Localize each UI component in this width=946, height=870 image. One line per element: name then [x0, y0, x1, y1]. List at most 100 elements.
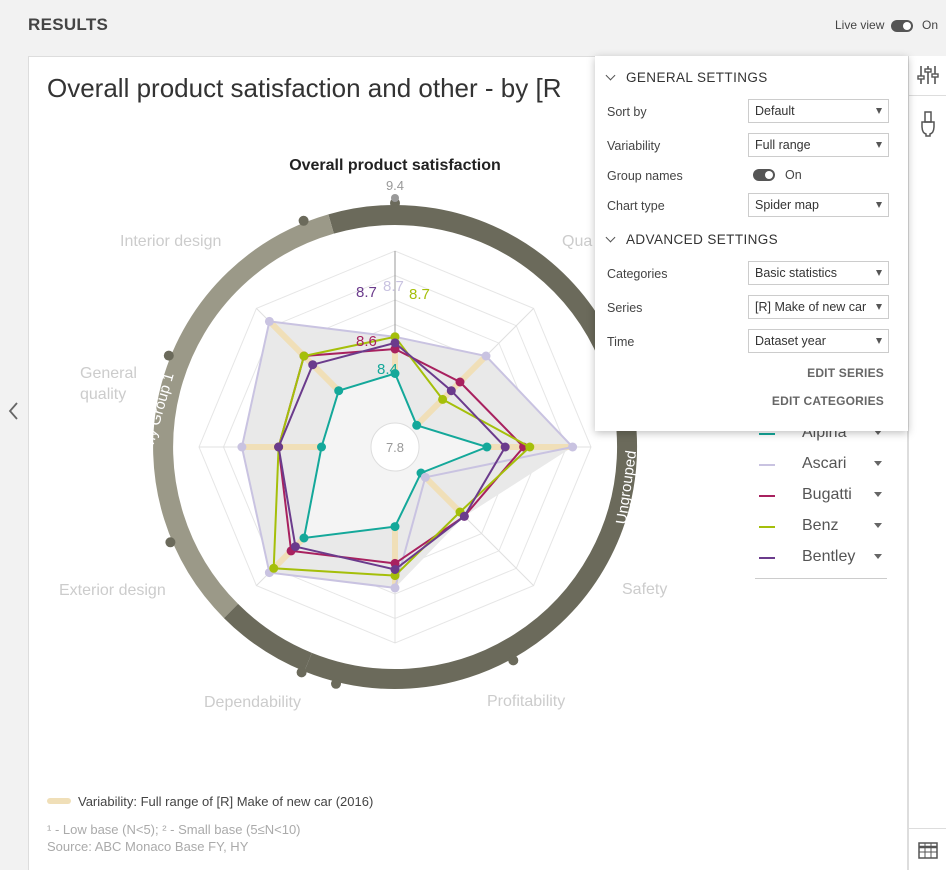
edit-categories-link[interactable]: EDIT CATEGORIES: [771, 394, 884, 408]
data-point-ascari: [264, 316, 274, 326]
legend-label: Ascari: [802, 455, 847, 472]
ungrouped-group-ring: [223, 603, 312, 672]
edit-series-link[interactable]: EDIT SERIES: [807, 366, 884, 380]
source-footnote: Source: ABC Monaco Base FY, HY: [47, 839, 249, 854]
data-point-alpina: [390, 369, 400, 378]
caret-down-icon: [876, 108, 882, 114]
brush-icon[interactable]: [909, 104, 946, 142]
toolbar-divider: [909, 95, 946, 96]
group-names-state: On: [785, 168, 802, 182]
category-label: Dependability: [204, 694, 301, 711]
time-select[interactable]: Dataset year: [748, 329, 889, 353]
variability-value: Full range: [755, 138, 811, 152]
axis-max-label: 9.4: [386, 178, 404, 193]
caret-down-icon[interactable]: [874, 523, 882, 528]
category-label: Profitability: [487, 693, 565, 710]
caret-down-icon: [876, 270, 882, 276]
legend-item-bugatti[interactable]: Bugatti: [755, 482, 887, 510]
category-label: Qua: [562, 233, 592, 250]
data-point-ascari: [237, 442, 247, 452]
variability-select[interactable]: Full range: [748, 133, 889, 157]
data-point-bentley: [446, 386, 456, 396]
caret-down-icon: [876, 304, 882, 310]
group-names-toggle[interactable]: [753, 169, 775, 181]
data-point-alpina: [482, 442, 492, 452]
category-label: Exterior design: [59, 582, 166, 599]
variability-legend-label: Variability: Full range of [R] Make of n…: [78, 794, 374, 809]
caret-down-icon: [876, 338, 882, 344]
general-settings-header[interactable]: GENERAL SETTINGS: [605, 70, 768, 85]
variability-label: Variability: [607, 139, 661, 153]
chart-title: Overall product satisfaction and other -…: [47, 73, 562, 103]
time-label: Time: [607, 335, 635, 349]
group-ring-marker: [331, 678, 341, 689]
legend-swatch: [759, 464, 775, 466]
group-ring-marker: [508, 655, 519, 666]
data-point-benz: [525, 442, 535, 452]
legend-item-bentley[interactable]: Bentley: [755, 544, 887, 572]
right-toolbar: [908, 56, 946, 870]
advanced-settings-header[interactable]: ADVANCED SETTINGS: [605, 232, 779, 247]
my-group-1-ring: [153, 214, 334, 619]
legend-swatch: [759, 557, 775, 559]
caret-down-icon[interactable]: [874, 554, 882, 559]
data-point-ascari: [420, 472, 430, 482]
table-icon[interactable]: [909, 832, 946, 870]
sliders-icon[interactable]: [909, 56, 946, 94]
data-point-alpina: [412, 420, 422, 430]
data-point-benz: [269, 563, 279, 573]
series-select[interactable]: [R] Make of new car: [748, 295, 889, 319]
category-label: General: [80, 365, 137, 382]
sort-by-value: Default: [755, 104, 795, 118]
center-circle: [370, 422, 420, 472]
legend-swatch: [759, 526, 775, 528]
base-footnote: ¹ - Low base (N<5); ² - Small base (5≤N<…: [47, 822, 301, 837]
chart-type-value: Spider map: [755, 198, 819, 212]
data-point-benz: [299, 351, 309, 361]
legend-label: Bugatti: [802, 486, 852, 503]
data-point-bentley: [459, 511, 469, 521]
variability-swatch: [47, 798, 71, 804]
time-value: Dataset year: [755, 334, 826, 348]
advanced-settings-title: ADVANCED SETTINGS: [626, 232, 779, 247]
value-annotation: 8.4: [377, 361, 398, 378]
data-point-bentley: [274, 442, 284, 452]
toolbar-divider: [909, 828, 946, 829]
data-point-alpina: [390, 522, 400, 532]
data-point-bentley: [290, 542, 300, 552]
legend-item-ascari[interactable]: Ascari: [755, 451, 887, 479]
chart-type-select[interactable]: Spider map: [748, 193, 889, 217]
series-label: Series: [607, 301, 643, 315]
live-view-label: Live view: [835, 18, 885, 32]
live-view-state: On: [922, 18, 939, 32]
chevron-left-icon[interactable]: [6, 400, 20, 422]
caret-down-icon[interactable]: [874, 461, 882, 466]
legend-swatch: [759, 495, 775, 497]
caret-down-icon[interactable]: [874, 492, 882, 497]
legend-swatch: [759, 433, 775, 435]
settings-panel: GENERAL SETTINGS Sort by Default Variabi…: [595, 56, 908, 431]
data-point-bugatti: [455, 377, 465, 387]
sort-by-select[interactable]: Default: [748, 99, 889, 123]
group-ring-marker: [165, 537, 176, 548]
value-annotation: 8.6: [356, 333, 377, 350]
chart-type-label: Chart type: [607, 199, 665, 213]
live-view-toggle[interactable]: [891, 20, 913, 32]
data-point-alpina: [317, 442, 326, 452]
group-ring-marker: [298, 215, 309, 226]
ungrouped-group-ring: [304, 205, 638, 690]
legend-item-benz[interactable]: Benz: [755, 513, 887, 541]
value-annotation: 8.7: [356, 284, 377, 301]
data-point-benz: [438, 394, 448, 404]
page-title: RESULTS: [28, 15, 109, 34]
data-point-bentley: [390, 338, 400, 348]
category-label: quality: [80, 386, 126, 403]
data-point-bentley: [390, 565, 400, 574]
axis-max-marker: [391, 194, 399, 202]
chevron-down-icon: [605, 232, 616, 243]
caret-down-icon[interactable]: [874, 430, 882, 435]
categories-select[interactable]: Basic statistics: [748, 261, 889, 285]
data-point-alpina: [334, 386, 344, 396]
data-point-ascari: [481, 351, 491, 361]
